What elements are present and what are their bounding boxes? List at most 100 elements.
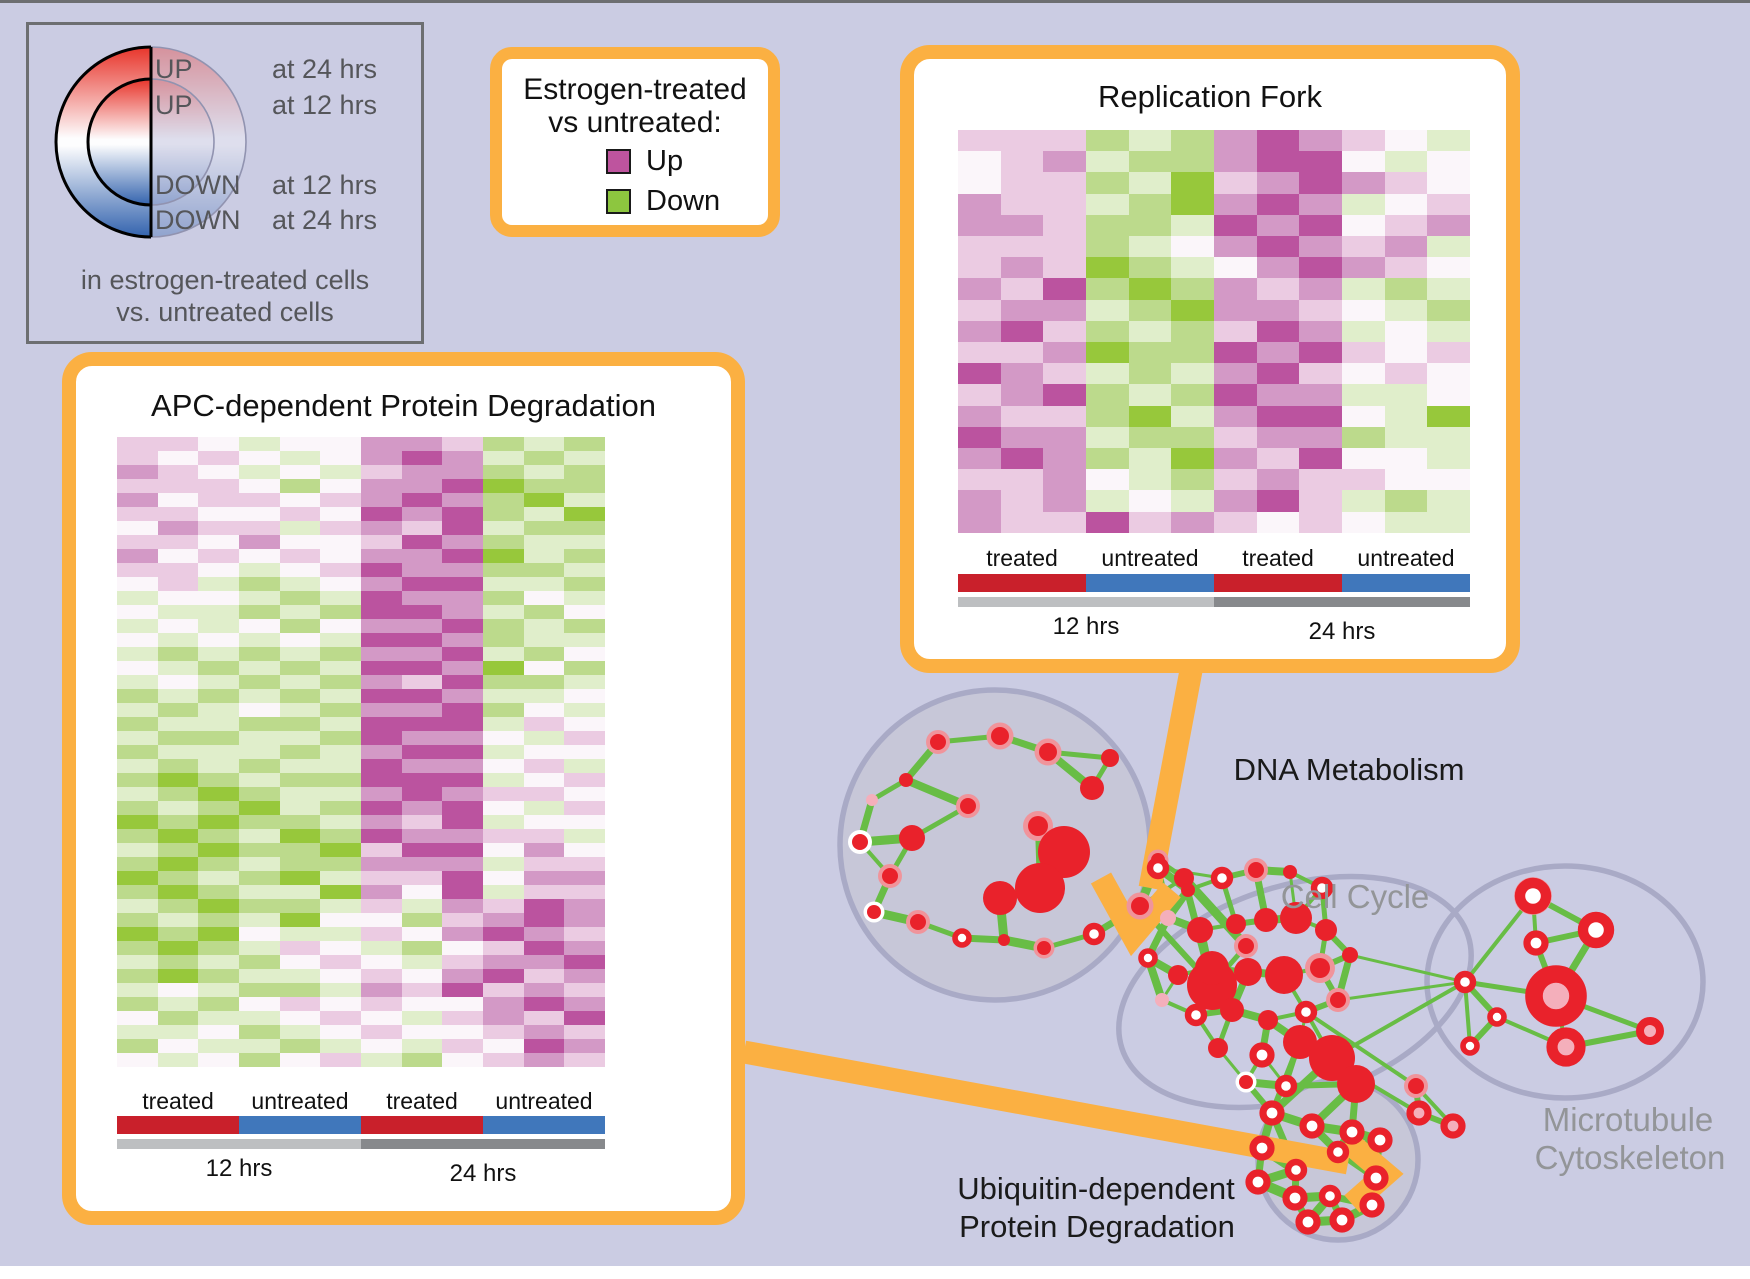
heatmap-cell xyxy=(279,451,321,465)
network-node xyxy=(1309,1035,1355,1081)
heatmap-cell xyxy=(117,675,158,689)
network-node xyxy=(1195,951,1229,985)
heatmap-cell xyxy=(361,969,402,983)
heatmap-cell xyxy=(401,521,443,535)
heatmap-cell xyxy=(1086,257,1129,279)
heatmap-cell xyxy=(117,1025,158,1039)
heatmap-cell xyxy=(1214,448,1257,470)
heatmap-cell xyxy=(483,563,524,577)
heatmap-cell xyxy=(320,507,362,521)
heatmap-cell xyxy=(117,577,158,591)
heatmap-cell xyxy=(1384,278,1428,300)
heatmap-cell xyxy=(442,997,484,1011)
heatmap-cell xyxy=(523,521,565,535)
heatmap-row xyxy=(117,1039,606,1053)
heatmap-cell xyxy=(320,1025,362,1039)
heatmap-row xyxy=(117,955,606,969)
heatmap-cell xyxy=(523,605,565,619)
heatmap-cell xyxy=(157,717,199,731)
heatmap-cell xyxy=(523,647,565,661)
heatmap-cell xyxy=(442,787,484,801)
heatmap-cell xyxy=(958,363,1001,385)
heatmap-cell xyxy=(320,731,362,745)
heatmap-cell xyxy=(361,563,402,577)
heatmap-cell xyxy=(442,563,484,577)
heatmap-cell xyxy=(1171,342,1215,364)
heatmap-cell xyxy=(1128,151,1172,173)
heatmap-cell xyxy=(1086,172,1129,194)
heatmap-cell xyxy=(1299,469,1343,491)
heatmap-cell xyxy=(157,1053,199,1067)
heatmap-cell xyxy=(401,717,443,731)
heatmap-cell xyxy=(117,563,158,577)
heatmap-cell xyxy=(198,941,240,955)
heatmap-cell xyxy=(1000,257,1044,279)
heatmap-cell xyxy=(442,969,484,983)
heatmap-cell xyxy=(361,829,402,843)
heatmap-cell xyxy=(117,465,158,479)
heatmap-cell xyxy=(361,815,402,829)
network-node xyxy=(1514,877,1552,915)
heatmap-cell xyxy=(1427,214,1471,237)
heatmap-cell xyxy=(1214,490,1257,512)
heatmap-cell xyxy=(198,969,240,983)
heatmap-row xyxy=(117,787,606,801)
heatmap-cell xyxy=(1299,257,1343,279)
connector-arrow-shaft xyxy=(741,1040,1351,1175)
heatmap-cell xyxy=(523,619,565,633)
network-node xyxy=(1363,1165,1389,1191)
heatmap-cell xyxy=(564,1025,606,1039)
heatmap-row xyxy=(117,577,606,591)
heatmap-cell xyxy=(157,927,199,941)
heatmap-cell xyxy=(117,493,158,507)
heatmap-cell xyxy=(1384,511,1428,533)
rf-time-label-12: 12 hrs xyxy=(1052,613,1120,640)
heatmap-row xyxy=(958,130,1471,152)
heatmap-cell xyxy=(523,829,565,843)
heatmap-row xyxy=(117,983,606,997)
heatmap-cell xyxy=(239,619,280,633)
heatmap-row xyxy=(117,633,606,647)
heatmap-row xyxy=(958,320,1471,343)
heatmap-cell xyxy=(1384,448,1428,470)
heatmap-cell xyxy=(1086,384,1129,406)
network-node xyxy=(1283,1025,1317,1059)
heatmap-cell xyxy=(401,773,443,787)
heatmap-cell xyxy=(564,535,606,549)
heatmap-cell xyxy=(1214,172,1257,194)
heatmap-cell xyxy=(564,1053,606,1067)
heatmap-cell xyxy=(198,829,240,843)
heatmap-cell xyxy=(523,997,565,1011)
heatmap-cell xyxy=(198,535,240,549)
heatmap-cell xyxy=(198,1011,240,1025)
heatmap-cell xyxy=(401,619,443,633)
heatmap-cell xyxy=(1128,363,1172,385)
heatmap-cell xyxy=(1299,511,1343,533)
heatmap-cell xyxy=(198,1039,240,1053)
heatmap-cell xyxy=(320,913,362,927)
heatmap-cell xyxy=(1427,130,1471,152)
heatmap-cell xyxy=(157,815,199,829)
network-node xyxy=(1294,1000,1318,1024)
heatmap-cell xyxy=(239,815,280,829)
heatmap-cell xyxy=(239,787,280,801)
heatmap-cell xyxy=(117,1039,158,1053)
heatmap-cell xyxy=(1128,426,1172,449)
heatmap-cell xyxy=(958,448,1001,470)
heatmap-cell xyxy=(361,913,402,927)
heatmap-cell xyxy=(523,1025,565,1039)
heatmap-cell xyxy=(157,969,199,983)
heatmap-cell xyxy=(1043,426,1087,449)
heatmap-cell xyxy=(279,941,321,955)
heatmap-cell xyxy=(1214,214,1257,237)
heatmap-cell xyxy=(361,437,402,451)
heatmap-cell xyxy=(1342,426,1385,449)
heatmap-cell xyxy=(157,605,199,619)
heatmap-cell xyxy=(320,997,362,1011)
heatmap-cell xyxy=(1171,511,1215,533)
heatmap-cell xyxy=(1342,151,1385,173)
heatmap-cell xyxy=(361,507,402,521)
heatmap-cell xyxy=(320,633,362,647)
heatmap-cell xyxy=(1299,363,1343,385)
heatmap-cell xyxy=(320,857,362,871)
